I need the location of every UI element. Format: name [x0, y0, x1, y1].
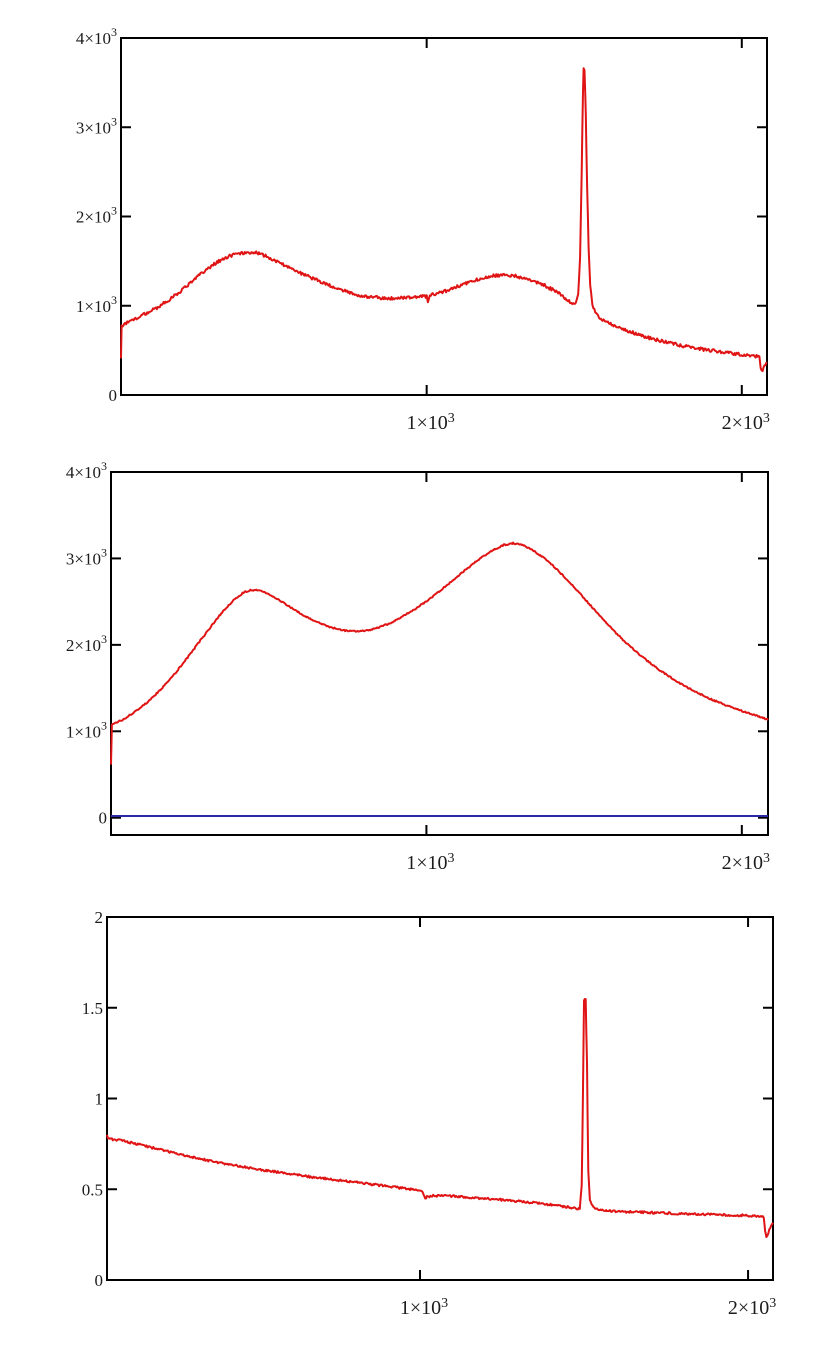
y-tick-label: 3×103: [76, 114, 117, 137]
chart-3-flat-trace-with-peak-svg: 1×103 2×103 0 0.5 1 1.5 2: [82, 908, 776, 1319]
chart-2-smooth-spectrum-red-trace: [110, 541, 769, 765]
y-tick-label: 0: [95, 1271, 104, 1290]
y-tick-label: 0.5: [82, 1180, 103, 1199]
y-tick-label: 2×103: [76, 204, 117, 227]
y-tick-label: 1×103: [76, 293, 117, 316]
x-tick-label: 2×103: [722, 411, 770, 434]
chart-1-noisy-spectrum-red-trace: [120, 67, 768, 372]
x-tick-label: 2×103: [722, 851, 770, 874]
chart-1-noisy-spectrum-svg: 1×103 2×103 0 1×103 2×103 3×103 4×103: [76, 25, 770, 434]
y-tick-label: 3×103: [66, 545, 107, 568]
plot-border: [106, 916, 774, 1281]
y-tick-label: 2×103: [66, 632, 107, 655]
chart-bottom-flat-trace: 1×103 2×103 0 0.5 1 1.5 2: [0, 905, 828, 1347]
y-tick-label: 0: [109, 386, 118, 405]
x-tick-label: 1×103: [406, 851, 454, 874]
y-tick-label: 4×103: [76, 25, 117, 48]
chart-2-smooth-spectrum-svg: 1×103 2×103 0 1×103 2×103 3×103 4×103: [66, 460, 770, 874]
chart-middle-smooth-spectrum: 1×103 2×103 0 1×103 2×103 3×103 4×103: [0, 460, 828, 905]
chart-top-noisy-spectrum: 1×103 2×103 0 1×103 2×103 3×103 4×103: [0, 0, 828, 460]
y-tick-label: 2: [95, 908, 104, 927]
y-tick-label: 1.5: [82, 999, 103, 1018]
chart-3-flat-trace-with-peak-red-trace: [106, 998, 774, 1238]
plot-border: [110, 471, 769, 836]
x-tick-label: 1×103: [400, 1296, 448, 1319]
y-tick-label: 1×103: [66, 718, 107, 741]
y-tick-label: 4×103: [66, 460, 107, 482]
y-tick-label: 1: [95, 1090, 104, 1109]
x-tick-label: 2×103: [728, 1296, 776, 1319]
x-tick-label: 1×103: [407, 411, 455, 434]
y-tick-label: 0: [99, 809, 108, 828]
